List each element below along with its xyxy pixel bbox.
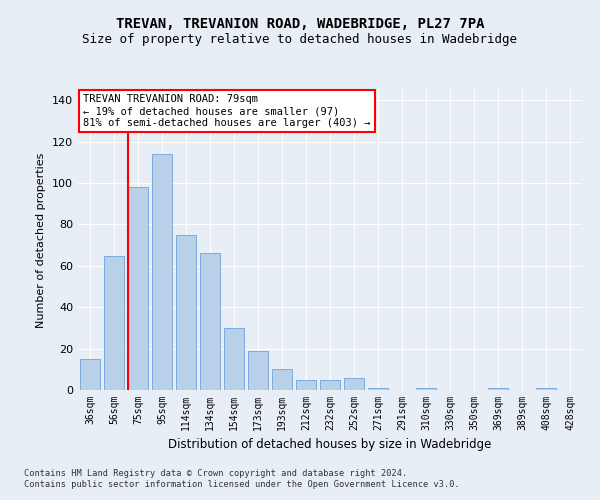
Bar bbox=[272, 370, 292, 390]
X-axis label: Distribution of detached houses by size in Wadebridge: Distribution of detached houses by size … bbox=[169, 438, 491, 452]
Bar bbox=[104, 256, 124, 390]
Bar bbox=[368, 388, 388, 390]
Bar bbox=[296, 380, 316, 390]
Text: Size of property relative to detached houses in Wadebridge: Size of property relative to detached ho… bbox=[83, 32, 517, 46]
Bar bbox=[224, 328, 244, 390]
Bar bbox=[176, 235, 196, 390]
Text: TREVAN, TREVANION ROAD, WADEBRIDGE, PL27 7PA: TREVAN, TREVANION ROAD, WADEBRIDGE, PL27… bbox=[116, 18, 484, 32]
Text: Contains HM Land Registry data © Crown copyright and database right 2024.: Contains HM Land Registry data © Crown c… bbox=[24, 468, 407, 477]
Bar bbox=[536, 388, 556, 390]
Bar bbox=[248, 350, 268, 390]
Bar bbox=[152, 154, 172, 390]
Text: Contains public sector information licensed under the Open Government Licence v3: Contains public sector information licen… bbox=[24, 480, 460, 489]
Bar bbox=[344, 378, 364, 390]
Text: TREVAN TREVANION ROAD: 79sqm
← 19% of detached houses are smaller (97)
81% of se: TREVAN TREVANION ROAD: 79sqm ← 19% of de… bbox=[83, 94, 371, 128]
Bar bbox=[128, 187, 148, 390]
Bar bbox=[488, 388, 508, 390]
Y-axis label: Number of detached properties: Number of detached properties bbox=[37, 152, 46, 328]
Bar bbox=[80, 359, 100, 390]
Bar bbox=[200, 254, 220, 390]
Bar bbox=[320, 380, 340, 390]
Bar bbox=[416, 388, 436, 390]
